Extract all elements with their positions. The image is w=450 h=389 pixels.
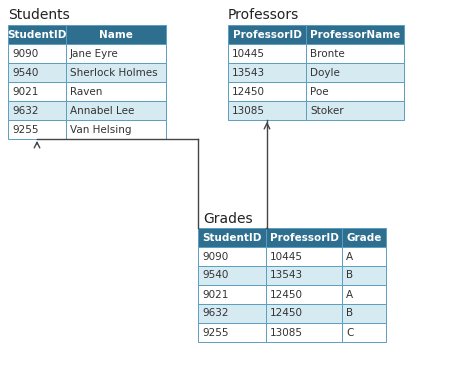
Text: 9632: 9632 — [12, 105, 39, 116]
Bar — [66, 44, 166, 63]
Bar — [342, 228, 386, 247]
Text: Jane Eyre: Jane Eyre — [70, 49, 119, 58]
Text: Sherlock Holmes: Sherlock Holmes — [70, 68, 158, 77]
Text: Poe: Poe — [310, 86, 328, 96]
Text: A: A — [346, 289, 353, 300]
Text: B: B — [346, 270, 353, 280]
Text: 9255: 9255 — [12, 124, 39, 135]
Text: 12450: 12450 — [270, 308, 303, 319]
Text: 9021: 9021 — [12, 86, 38, 96]
Text: A: A — [346, 252, 353, 261]
Text: 13543: 13543 — [270, 270, 303, 280]
Text: 10445: 10445 — [232, 49, 265, 58]
Text: Stoker: Stoker — [310, 105, 344, 116]
Text: 12450: 12450 — [232, 86, 265, 96]
Text: Students: Students — [8, 8, 70, 22]
Bar — [342, 266, 386, 285]
Text: Grades: Grades — [203, 212, 252, 226]
Bar — [8, 82, 66, 101]
Bar — [342, 323, 386, 342]
Bar — [266, 285, 342, 304]
Text: 9021: 9021 — [202, 289, 228, 300]
Bar — [66, 25, 166, 44]
Bar — [8, 44, 66, 63]
Bar — [342, 304, 386, 323]
Text: Van Helsing: Van Helsing — [70, 124, 131, 135]
Text: 13543: 13543 — [232, 68, 265, 77]
Text: Raven: Raven — [70, 86, 103, 96]
Bar — [66, 101, 166, 120]
Text: Doyle: Doyle — [310, 68, 340, 77]
Bar — [66, 120, 166, 139]
Text: 12450: 12450 — [270, 289, 303, 300]
Bar — [198, 285, 266, 304]
Bar — [266, 247, 342, 266]
Bar — [8, 25, 66, 44]
Bar — [198, 247, 266, 266]
Bar — [228, 101, 306, 120]
Bar — [8, 120, 66, 139]
Bar — [198, 323, 266, 342]
Text: B: B — [346, 308, 353, 319]
Bar — [306, 82, 404, 101]
Bar — [8, 101, 66, 120]
Bar — [266, 228, 342, 247]
Text: C: C — [346, 328, 353, 338]
Bar — [342, 285, 386, 304]
Bar — [66, 82, 166, 101]
Bar — [266, 323, 342, 342]
Text: Bronte: Bronte — [310, 49, 345, 58]
Text: 9090: 9090 — [202, 252, 228, 261]
Text: ProfessorName: ProfessorName — [310, 30, 400, 40]
Text: 13085: 13085 — [232, 105, 265, 116]
Text: ProfessorID: ProfessorID — [270, 233, 338, 242]
Text: Grade: Grade — [346, 233, 382, 242]
Bar — [306, 63, 404, 82]
Bar — [266, 266, 342, 285]
Text: Name: Name — [99, 30, 133, 40]
Text: 10445: 10445 — [270, 252, 303, 261]
Bar — [228, 63, 306, 82]
Bar — [306, 44, 404, 63]
Bar — [198, 304, 266, 323]
Text: ProfessorID: ProfessorID — [233, 30, 302, 40]
Text: 9540: 9540 — [202, 270, 228, 280]
Bar — [306, 101, 404, 120]
Bar — [66, 63, 166, 82]
Bar — [228, 82, 306, 101]
Text: Professors: Professors — [228, 8, 299, 22]
Bar — [198, 266, 266, 285]
Text: StudentID: StudentID — [7, 30, 67, 40]
Text: 9632: 9632 — [202, 308, 229, 319]
Bar — [306, 25, 404, 44]
Bar — [8, 63, 66, 82]
Text: 9090: 9090 — [12, 49, 38, 58]
Bar — [266, 304, 342, 323]
Text: StudentID: StudentID — [202, 233, 262, 242]
Bar — [198, 228, 266, 247]
Text: 9540: 9540 — [12, 68, 38, 77]
Bar — [228, 44, 306, 63]
Bar — [228, 25, 306, 44]
Text: Annabel Lee: Annabel Lee — [70, 105, 135, 116]
Bar — [342, 247, 386, 266]
Text: 13085: 13085 — [270, 328, 303, 338]
Text: 9255: 9255 — [202, 328, 229, 338]
